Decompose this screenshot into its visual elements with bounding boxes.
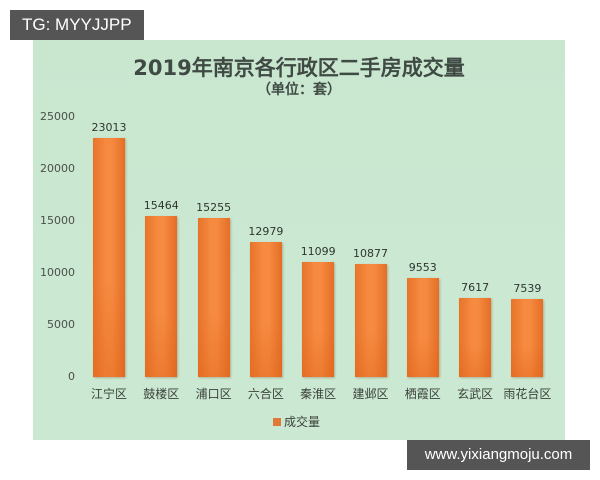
y-tick-label: 10000 <box>40 266 75 279</box>
chart-title: 2019年南京各行政区二手房成交量 <box>133 56 465 80</box>
data-label: 12979 <box>248 225 284 239</box>
x-tick-label: 雨花台区 <box>503 387 552 401</box>
data-label: 15255 <box>196 201 232 215</box>
bar <box>93 137 125 378</box>
bar <box>249 242 282 377</box>
legend-label: 成交量 <box>284 415 321 429</box>
data-label: 7617 <box>461 280 490 294</box>
data-label: 9553 <box>408 260 437 274</box>
data-label: 23013 <box>91 120 127 134</box>
x-tick-label: 鼓楼区 <box>143 387 180 401</box>
bar <box>511 298 544 378</box>
bar <box>459 297 492 378</box>
bar <box>302 261 335 378</box>
y-tick-label: 15000 <box>40 214 75 227</box>
data-label: 7539 <box>513 281 542 295</box>
data-label: 10877 <box>353 246 388 260</box>
x-tick-label: 栖霞区 <box>404 387 441 401</box>
y-tick-label: 0 <box>68 370 75 383</box>
x-tick-label: 江宁区 <box>90 387 127 401</box>
data-label: 15464 <box>143 199 179 213</box>
chart-subtitle: （单位：套） <box>257 82 341 98</box>
chart-panel: 2019年南京各行政区二手房成交量 （单位：套） 0 5000 10000 15000… <box>33 40 565 440</box>
y-tick-label: 20000 <box>40 162 75 175</box>
x-tick-label: 浦口区 <box>195 387 232 401</box>
x-tick-label: 建邺区 <box>352 387 389 401</box>
legend-swatch-icon <box>273 417 281 426</box>
bar <box>197 218 230 377</box>
x-tick-label: 秦淮区 <box>300 387 337 401</box>
watermark: www.yixiangmoju.com <box>407 440 590 470</box>
bar <box>354 263 387 378</box>
tg-badge: TG: MYYJJPP <box>10 10 144 40</box>
data-label: 11099 <box>300 244 336 258</box>
x-tick-label: 玄武区 <box>457 387 494 401</box>
y-tick-label: 25000 <box>40 110 75 123</box>
x-tick-label: 六合区 <box>247 387 284 401</box>
y-tick-label: 5000 <box>47 318 75 331</box>
chart-legend: 成交量 <box>273 413 320 430</box>
bar <box>145 216 178 377</box>
bar <box>406 277 439 378</box>
